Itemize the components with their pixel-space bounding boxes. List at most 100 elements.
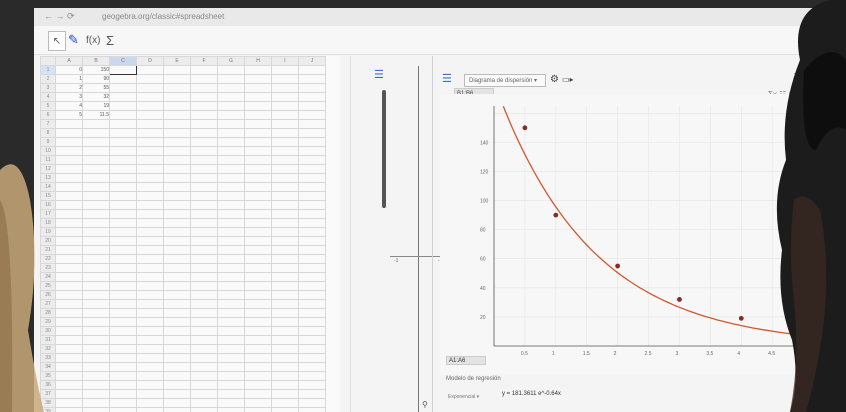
- cell-e12[interactable]: [163, 164, 191, 174]
- cell-i10[interactable]: [271, 146, 299, 156]
- cell-a24[interactable]: [55, 272, 83, 282]
- cell-f20[interactable]: [190, 236, 218, 246]
- column-header-f[interactable]: F: [190, 56, 218, 66]
- column-header-e[interactable]: E: [163, 56, 191, 66]
- cell-a15[interactable]: [55, 191, 83, 201]
- cell-d27[interactable]: [136, 299, 164, 309]
- cell-b38[interactable]: [82, 398, 110, 408]
- cell-c32[interactable]: [109, 344, 137, 354]
- cell-d31[interactable]: [136, 335, 164, 345]
- cell-g28[interactable]: [217, 308, 245, 318]
- cell-j23[interactable]: [298, 263, 326, 273]
- cell-e20[interactable]: [163, 236, 191, 246]
- cell-d33[interactable]: [136, 353, 164, 363]
- cell-c21[interactable]: [109, 245, 137, 255]
- cell-h5[interactable]: [244, 101, 272, 111]
- cell-b1[interactable]: 150: [82, 65, 110, 75]
- cell-g19[interactable]: [217, 227, 245, 237]
- cell-d19[interactable]: [136, 227, 164, 237]
- cell-j8[interactable]: [298, 128, 326, 138]
- cell-i18[interactable]: [271, 218, 299, 228]
- cell-f2[interactable]: [190, 74, 218, 84]
- cell-a32[interactable]: [55, 344, 83, 354]
- cell-i35[interactable]: [271, 371, 299, 381]
- cell-j10[interactable]: [298, 146, 326, 156]
- cell-e4[interactable]: [163, 92, 191, 102]
- cell-f26[interactable]: [190, 290, 218, 300]
- cell-f30[interactable]: [190, 326, 218, 336]
- browser-nav-icons[interactable]: ← → ⟳: [44, 11, 75, 21]
- cell-e23[interactable]: [163, 263, 191, 273]
- cell-c24[interactable]: [109, 272, 137, 282]
- cell-g27[interactable]: [217, 299, 245, 309]
- cell-e17[interactable]: [163, 209, 191, 219]
- cell-j15[interactable]: [298, 191, 326, 201]
- cell-d12[interactable]: [136, 164, 164, 174]
- cell-c7[interactable]: [109, 119, 137, 129]
- cell-a11[interactable]: [55, 155, 83, 165]
- cell-a20[interactable]: [55, 236, 83, 246]
- cell-c10[interactable]: [109, 146, 137, 156]
- cell-h22[interactable]: [244, 254, 272, 264]
- cell-a6[interactable]: 5: [55, 110, 83, 120]
- cell-j7[interactable]: [298, 119, 326, 129]
- cell-h15[interactable]: [244, 191, 272, 201]
- cell-c9[interactable]: [109, 137, 137, 147]
- cell-d32[interactable]: [136, 344, 164, 354]
- cell-f13[interactable]: [190, 173, 218, 183]
- cell-g24[interactable]: [217, 272, 245, 282]
- cell-f4[interactable]: [190, 92, 218, 102]
- cell-d29[interactable]: [136, 317, 164, 327]
- cell-c1[interactable]: [109, 65, 137, 75]
- cell-c19[interactable]: [109, 227, 137, 237]
- cell-c5[interactable]: [109, 101, 137, 111]
- cell-j18[interactable]: [298, 218, 326, 228]
- cell-g26[interactable]: [217, 290, 245, 300]
- cell-c39[interactable]: [109, 407, 137, 412]
- cell-c16[interactable]: [109, 200, 137, 210]
- cell-i9[interactable]: [271, 137, 299, 147]
- cell-i31[interactable]: [271, 335, 299, 345]
- cell-g6[interactable]: [217, 110, 245, 120]
- fx-button[interactable]: f(x): [86, 34, 101, 46]
- cell-e14[interactable]: [163, 182, 191, 192]
- cell-h28[interactable]: [244, 308, 272, 318]
- cell-j6[interactable]: [298, 110, 326, 120]
- cell-g30[interactable]: [217, 326, 245, 336]
- cell-b27[interactable]: [82, 299, 110, 309]
- cell-e27[interactable]: [163, 299, 191, 309]
- cell-h17[interactable]: [244, 209, 272, 219]
- cell-h19[interactable]: [244, 227, 272, 237]
- cell-e33[interactable]: [163, 353, 191, 363]
- cell-a25[interactable]: [55, 281, 83, 291]
- cell-i25[interactable]: [271, 281, 299, 291]
- cell-a16[interactable]: [55, 200, 83, 210]
- cell-h38[interactable]: [244, 398, 272, 408]
- regression-model-select[interactable]: Exponencial ▾: [448, 394, 480, 400]
- cell-i27[interactable]: [271, 299, 299, 309]
- cell-a10[interactable]: [55, 146, 83, 156]
- cell-h20[interactable]: [244, 236, 272, 246]
- cell-a29[interactable]: [55, 317, 83, 327]
- cell-j11[interactable]: [298, 155, 326, 165]
- cell-c3[interactable]: [109, 83, 137, 93]
- cell-j13[interactable]: [298, 173, 326, 183]
- cell-h35[interactable]: [244, 371, 272, 381]
- cell-e35[interactable]: [163, 371, 191, 381]
- cell-b15[interactable]: [82, 191, 110, 201]
- cell-j4[interactable]: [298, 92, 326, 102]
- cell-f32[interactable]: [190, 344, 218, 354]
- cell-i15[interactable]: [271, 191, 299, 201]
- cell-d20[interactable]: [136, 236, 164, 246]
- cell-a18[interactable]: [55, 218, 83, 228]
- cell-d37[interactable]: [136, 389, 164, 399]
- cell-e38[interactable]: [163, 398, 191, 408]
- cell-g32[interactable]: [217, 344, 245, 354]
- cell-b23[interactable]: [82, 263, 110, 273]
- cell-b2[interactable]: 90: [82, 74, 110, 84]
- cell-d3[interactable]: [136, 83, 164, 93]
- cell-c13[interactable]: [109, 173, 137, 183]
- stylebar-toggle-icon[interactable]: ☰: [442, 73, 452, 85]
- cell-a21[interactable]: [55, 245, 83, 255]
- cell-h8[interactable]: [244, 128, 272, 138]
